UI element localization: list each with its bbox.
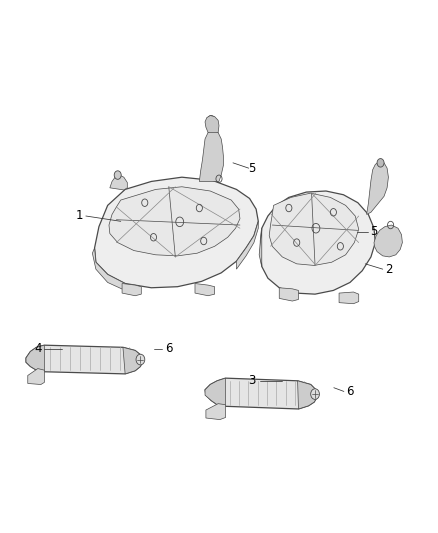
Polygon shape	[109, 187, 240, 256]
Polygon shape	[122, 284, 141, 296]
Circle shape	[377, 159, 384, 167]
Circle shape	[136, 354, 145, 365]
Text: 5: 5	[248, 161, 255, 175]
Polygon shape	[339, 292, 359, 304]
Polygon shape	[206, 403, 226, 419]
Polygon shape	[205, 116, 219, 133]
Polygon shape	[110, 175, 127, 190]
Polygon shape	[26, 345, 44, 372]
Text: 6: 6	[346, 385, 354, 398]
Text: 6: 6	[165, 342, 173, 356]
Text: 5: 5	[370, 225, 378, 238]
Polygon shape	[259, 228, 262, 266]
Circle shape	[207, 116, 215, 125]
Polygon shape	[261, 191, 375, 294]
Polygon shape	[269, 193, 359, 265]
Polygon shape	[205, 378, 317, 409]
Circle shape	[114, 171, 121, 179]
Polygon shape	[367, 161, 389, 214]
Polygon shape	[199, 130, 223, 181]
Text: 3: 3	[248, 374, 255, 387]
Polygon shape	[195, 284, 215, 296]
Polygon shape	[374, 225, 403, 257]
Polygon shape	[297, 381, 317, 409]
Polygon shape	[237, 221, 258, 269]
Text: 1: 1	[75, 209, 83, 222]
Polygon shape	[123, 348, 143, 374]
Text: 4: 4	[34, 342, 42, 356]
Polygon shape	[28, 368, 44, 384]
Circle shape	[311, 389, 319, 399]
Text: 2: 2	[385, 263, 393, 276]
Polygon shape	[205, 378, 226, 406]
Polygon shape	[26, 345, 143, 374]
Polygon shape	[92, 248, 125, 290]
Polygon shape	[279, 288, 298, 301]
Polygon shape	[95, 177, 258, 288]
